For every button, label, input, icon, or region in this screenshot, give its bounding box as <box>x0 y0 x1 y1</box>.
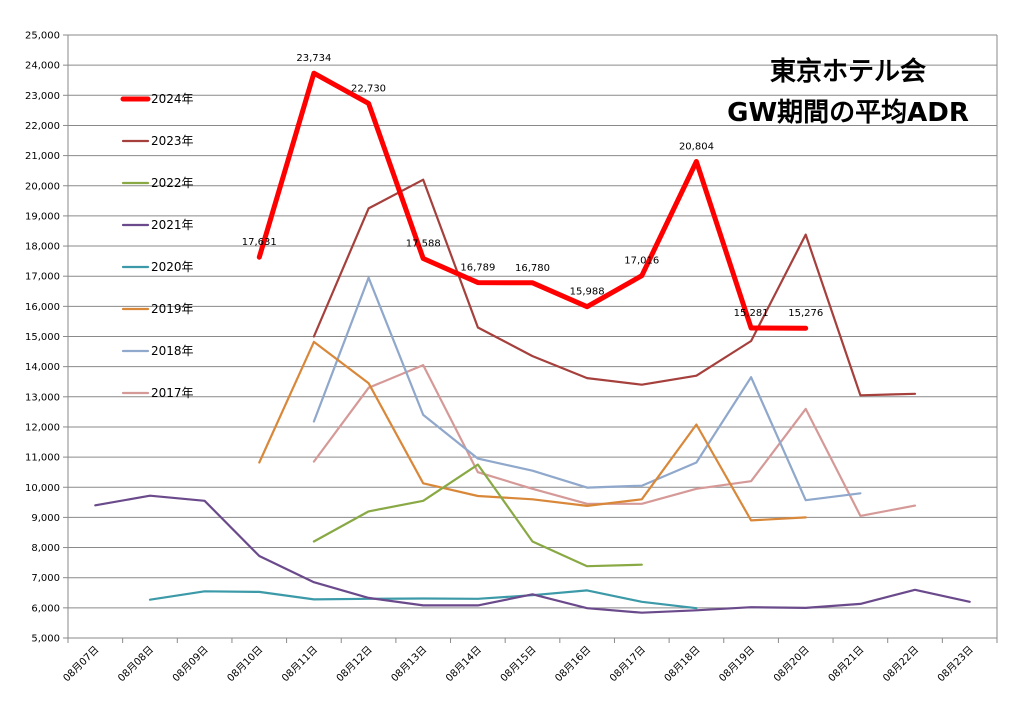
series-line-2024年 <box>256 70 809 331</box>
chart-title-line: GW期間の平均ADR <box>727 98 969 128</box>
legend-label: 2017年 <box>151 386 194 400</box>
legend-label: 2018年 <box>151 344 194 358</box>
y-tick-label: 16,000 <box>25 302 60 313</box>
y-tick-label: 24,000 <box>25 61 60 72</box>
y-tick-label: 6,000 <box>31 603 60 614</box>
y-tick-label: 12,000 <box>25 422 60 433</box>
data-labels: 17,631 23,734 22,730 17,588 16,789 16,780 15,9… <box>242 53 823 319</box>
data-label: 20,804 <box>679 142 714 153</box>
data-label: 16,789 <box>460 263 495 274</box>
legend-label: 2023年 <box>151 134 194 148</box>
data-label: 17,588 <box>406 238 441 249</box>
y-tick-label: 8,000 <box>31 543 60 554</box>
chart-title: 東京ホテル会 GW期間の平均ADR <box>727 56 969 128</box>
y-tick-label: 22,000 <box>25 121 60 132</box>
data-label: 15,988 <box>570 287 605 298</box>
y-tick-label: 13,000 <box>25 392 60 403</box>
series-line-2017年 <box>312 364 917 518</box>
series-group <box>94 70 971 614</box>
y-tick-label: 15,000 <box>25 332 60 343</box>
data-label: 17,016 <box>624 256 659 267</box>
data-label: 16,780 <box>515 263 550 274</box>
legend: 2024年 2023年 2022年 2021年 2020年 2019年 2018年 2017年 <box>120 92 194 400</box>
series-line-2018年 <box>312 276 862 502</box>
legend-label: 2024年 <box>151 92 194 106</box>
y-tick-label: 7,000 <box>31 573 60 584</box>
gridlines <box>68 34 997 639</box>
data-label: 23,734 <box>296 53 331 64</box>
series-line-2021年 <box>94 494 971 614</box>
y-tick-label: 23,000 <box>25 91 60 102</box>
series-line-2020年 <box>148 589 698 610</box>
legend-label: 2020年 <box>151 260 194 274</box>
y-tick-label: 18,000 <box>25 242 60 253</box>
y-tick-label: 21,000 <box>25 151 60 162</box>
legend-label: 2022年 <box>151 176 194 190</box>
y-tick-label: 5,000 <box>31 634 60 645</box>
data-label: 15,281 <box>734 308 769 319</box>
legend-label: 2019年 <box>151 302 194 316</box>
series-line-2023年 <box>312 178 917 397</box>
data-label: 22,730 <box>351 83 386 94</box>
legend-label: 2021年 <box>151 218 194 232</box>
y-tick-label: 9,000 <box>31 513 60 524</box>
y-tick-label: 17,000 <box>25 272 60 283</box>
series-line-2019年 <box>258 340 807 522</box>
y-tick-label: 20,000 <box>25 181 60 192</box>
data-label: 15,276 <box>788 308 823 319</box>
data-label: 17,631 <box>242 237 277 248</box>
chart-title-line: 東京ホテル会 <box>770 56 926 87</box>
y-tick-label: 19,000 <box>25 211 60 222</box>
y-tick-label: 10,000 <box>25 483 60 494</box>
series-line-2022年 <box>312 463 643 568</box>
y-tick-label: 25,000 <box>25 31 60 42</box>
y-tick-label: 11,000 <box>25 453 60 464</box>
y-tick-label: 14,000 <box>25 362 60 373</box>
